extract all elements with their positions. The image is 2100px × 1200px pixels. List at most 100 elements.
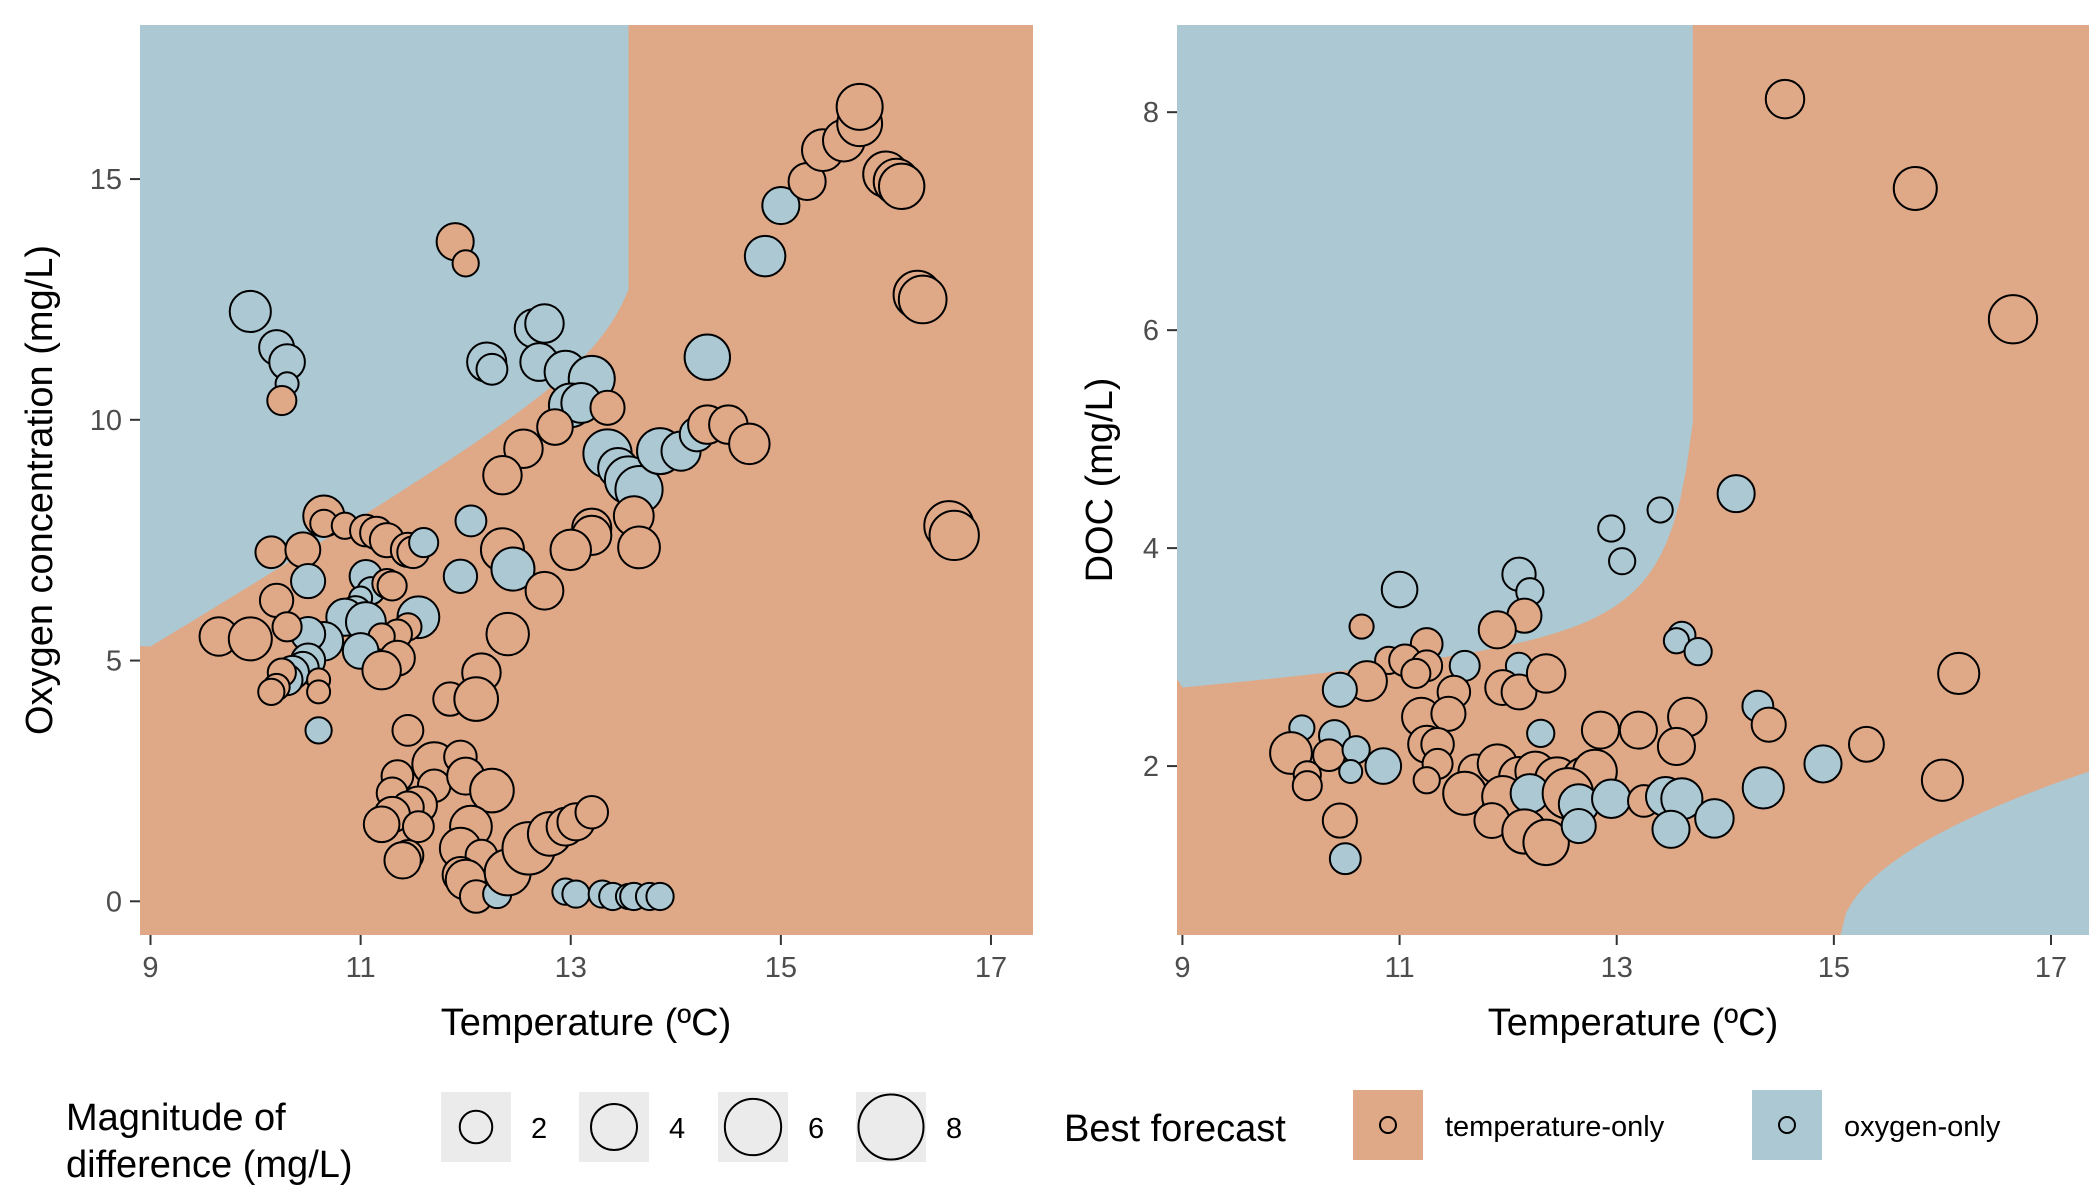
left-data-point xyxy=(683,333,732,381)
right-data-point xyxy=(1291,770,1323,802)
left-data-point xyxy=(589,389,626,426)
left-points-layer xyxy=(198,82,980,914)
left-y-axis-title: Oxygen concentration (mg/L) xyxy=(19,245,61,735)
size-legend-key-label: 6 xyxy=(808,1113,824,1145)
left-data-point xyxy=(254,535,289,570)
right-points-layer xyxy=(1269,78,2039,876)
left-data-point xyxy=(454,504,488,538)
right-data-point xyxy=(1477,610,1517,650)
fill-legend-key-circle xyxy=(1778,1116,1796,1134)
right-data-point xyxy=(1764,78,1806,120)
right-x-axis-title: Temperature (ºC) xyxy=(1488,1002,1779,1044)
left-data-point xyxy=(503,428,544,469)
left-data-point xyxy=(877,162,926,211)
right-x-tick-label: 9 xyxy=(1174,952,1190,984)
left-data-point xyxy=(383,841,422,880)
right-x-tick-label: 13 xyxy=(1601,952,1633,984)
fill-legend-title: Best forecast xyxy=(1064,1108,1286,1150)
right-region-oxygen-upper xyxy=(1177,25,1693,688)
left-data-point xyxy=(290,563,327,600)
right-data-point xyxy=(1750,706,1787,743)
fill-legend-keys: temperature-only oxygen-only xyxy=(1353,1090,2001,1160)
left-data-point xyxy=(536,408,574,446)
right-region-oxygen-lower xyxy=(1840,771,2089,935)
left-data-point xyxy=(897,274,948,325)
left-data-point xyxy=(227,616,273,662)
right-panel: 9 11 13 15 17 2 4 6 8 DOC (mg/L) Temperature (ºC… xyxy=(1079,25,2089,1044)
right-data-point xyxy=(1412,766,1441,795)
right-data-point xyxy=(1847,725,1885,763)
right-data-point xyxy=(1591,778,1632,820)
left-data-point xyxy=(574,794,610,830)
left-data-point xyxy=(524,303,565,344)
left-data-point xyxy=(490,546,536,592)
left-data-point xyxy=(361,649,402,691)
right-data-point xyxy=(1348,613,1375,640)
size-legend-key-label: 4 xyxy=(669,1113,685,1145)
left-data-point xyxy=(306,679,332,705)
left-x-tick-label: 11 xyxy=(346,952,376,984)
right-axes: 9 11 13 15 17 2 4 6 8 xyxy=(1143,97,2067,984)
right-data-point xyxy=(1430,695,1467,732)
left-data-point xyxy=(549,528,592,572)
right-x-tick-label: 17 xyxy=(2035,952,2067,984)
right-y-tick-label: 6 xyxy=(1143,315,1159,347)
left-data-point xyxy=(266,385,298,417)
size-legend-key-circle xyxy=(723,1097,783,1157)
left-data-point xyxy=(617,525,661,570)
left-data-point xyxy=(284,531,322,569)
left-data-point xyxy=(561,879,591,909)
right-y-axis-title: DOC (mg/L) xyxy=(1079,378,1121,583)
right-x-tick-label: 15 xyxy=(1818,952,1850,984)
left-y-tick-label: 5 xyxy=(106,646,122,678)
left-x-axis-title: Temperature (ºC) xyxy=(441,1002,732,1044)
right-data-point xyxy=(1646,496,1674,524)
right-data-point xyxy=(1321,802,1358,839)
left-data-point xyxy=(451,249,480,278)
right-data-point xyxy=(1651,809,1691,849)
left-y-tick-label: 0 xyxy=(106,886,122,918)
fill-legend-key-label: temperature-only xyxy=(1445,1111,1665,1143)
right-data-point xyxy=(1522,818,1570,867)
size-legend-key-circle xyxy=(857,1093,925,1161)
left-panel: 9 11 13 15 17 0 5 10 15 Oxygen concentration (mg… xyxy=(19,25,1033,1044)
left-data-point xyxy=(257,677,286,706)
left-data-point xyxy=(362,805,401,844)
left-x-tick-label: 17 xyxy=(975,952,1007,984)
size-legend: Magnitude of difference (mg/L) 2 4 6 8 xyxy=(66,1092,962,1186)
left-axes: 9 11 13 15 17 0 5 10 15 xyxy=(90,164,1007,984)
right-data-point xyxy=(1937,651,1981,696)
right-data-point xyxy=(1321,671,1358,708)
size-legend-key-label: 8 xyxy=(946,1113,962,1145)
left-data-point xyxy=(524,570,565,611)
left-data-point xyxy=(469,767,515,814)
right-data-point xyxy=(1716,474,1756,514)
left-data-point xyxy=(228,289,272,334)
size-legend-key-label: 2 xyxy=(531,1113,547,1145)
left-data-point xyxy=(485,611,530,657)
left-x-tick-label: 9 xyxy=(142,952,158,984)
left-data-point xyxy=(835,82,884,131)
right-y-tick-label: 4 xyxy=(1143,533,1159,565)
right-data-point xyxy=(1892,165,1938,211)
right-data-point xyxy=(1400,657,1432,689)
left-data-point xyxy=(475,352,509,386)
size-legend-key-circle xyxy=(590,1103,638,1151)
right-data-point xyxy=(1597,514,1626,543)
left-data-point xyxy=(928,509,980,562)
right-data-point xyxy=(1526,718,1556,748)
right-data-point xyxy=(1683,637,1713,667)
right-data-point xyxy=(1380,570,1419,609)
right-y-tick-label: 8 xyxy=(1143,97,1159,129)
right-data-point xyxy=(1525,653,1567,694)
left-region-oxygen xyxy=(140,25,629,647)
right-data-point xyxy=(1560,807,1597,845)
right-data-point xyxy=(1608,547,1637,576)
right-data-point xyxy=(1338,759,1364,785)
left-data-point xyxy=(304,716,333,745)
left-data-point xyxy=(271,611,303,643)
left-data-point xyxy=(645,881,675,912)
left-data-point xyxy=(482,454,523,496)
right-data-point xyxy=(1580,710,1620,750)
